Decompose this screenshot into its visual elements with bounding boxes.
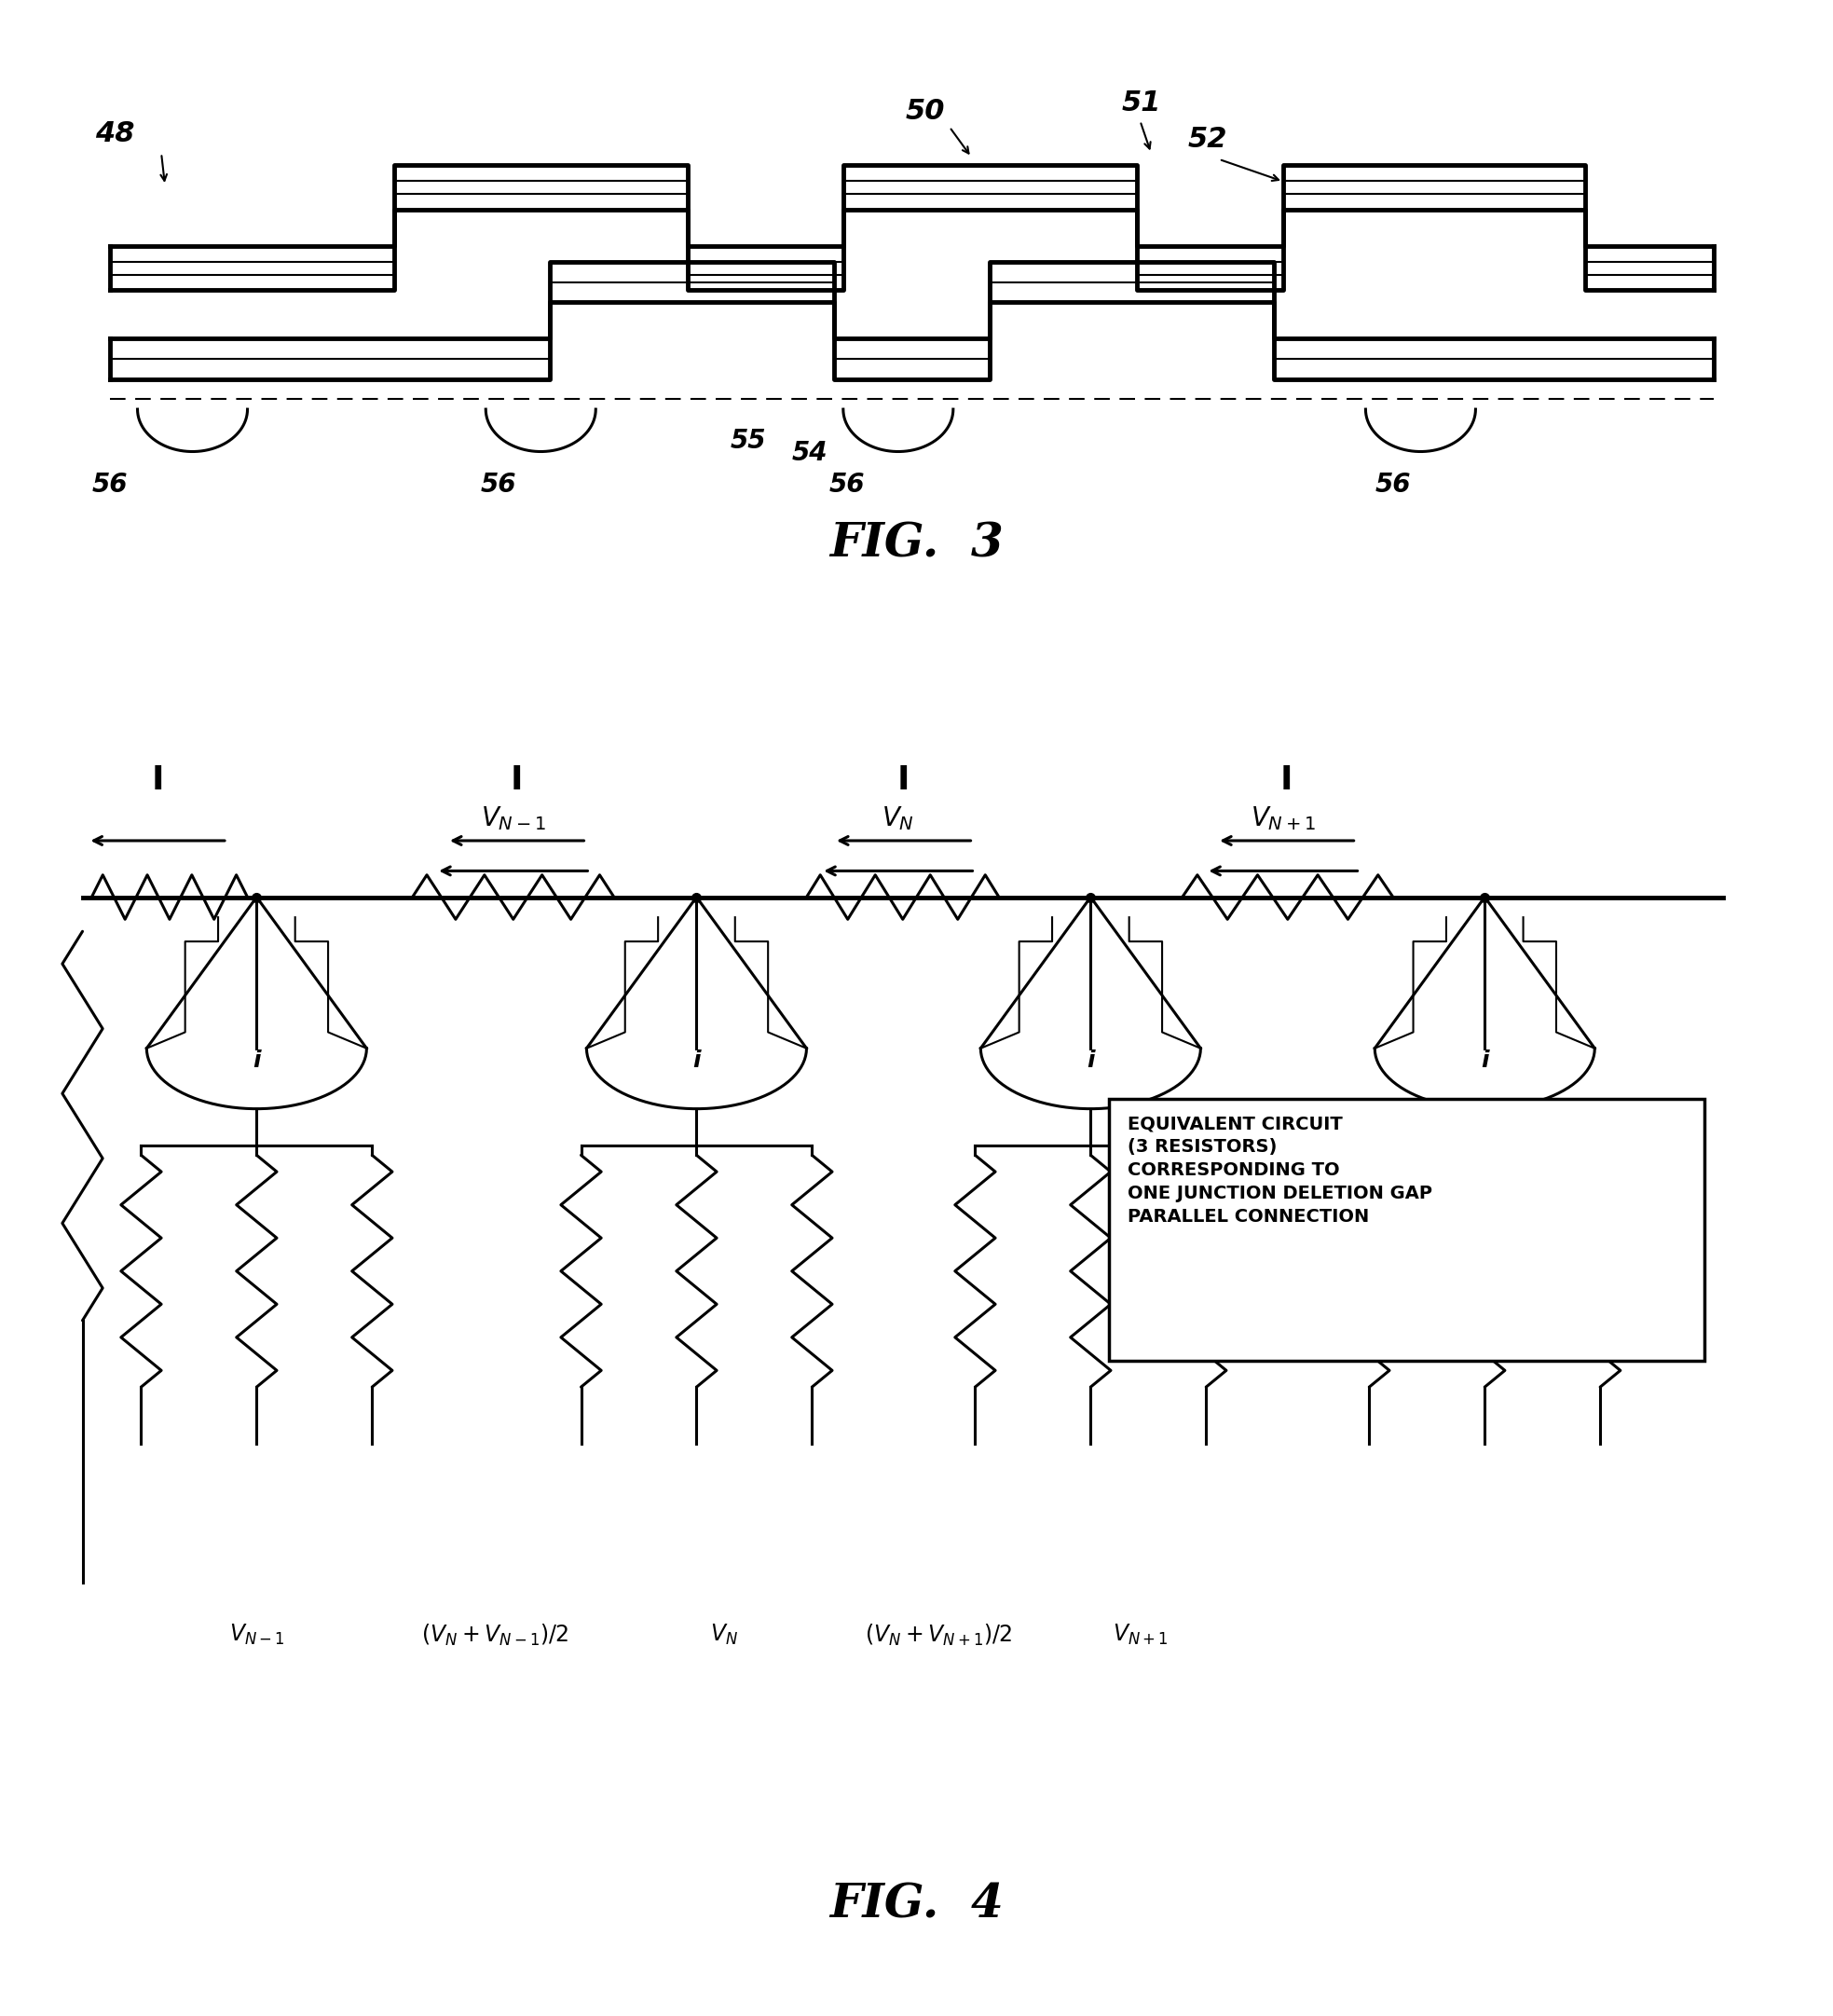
Text: 56: 56 <box>829 472 865 498</box>
Text: i: i <box>253 1048 260 1073</box>
Bar <box>1109 1099 1705 1361</box>
Text: I: I <box>898 764 909 796</box>
Text: $V_N$: $V_N$ <box>709 1623 739 1647</box>
Text: FIG.  4: FIG. 4 <box>830 1883 1003 1927</box>
Text: i: i <box>1087 1048 1094 1073</box>
Text: I: I <box>1281 764 1292 796</box>
Text: I: I <box>511 764 522 796</box>
Text: $V_{N-1}$: $V_{N-1}$ <box>480 804 546 833</box>
Text: 51: 51 <box>1122 91 1162 117</box>
Text: FIG.  3: FIG. 3 <box>830 522 1003 566</box>
Text: 55: 55 <box>730 427 766 454</box>
Text: $(V_N + V_{N+1})/2$: $(V_N + V_{N+1})/2$ <box>865 1623 1012 1649</box>
Text: 52: 52 <box>1188 127 1228 153</box>
Text: $V_{N-1}$: $V_{N-1}$ <box>229 1623 284 1647</box>
Text: $V_{N+1}$: $V_{N+1}$ <box>1113 1623 1168 1647</box>
Text: I: I <box>152 764 163 796</box>
Text: $V_{N+1}$: $V_{N+1}$ <box>1250 804 1316 833</box>
Text: 56: 56 <box>92 472 128 498</box>
Text: 48: 48 <box>95 121 136 147</box>
Text: $V_N$: $V_N$ <box>882 804 915 833</box>
Text: i: i <box>693 1048 700 1073</box>
Text: i: i <box>1481 1048 1488 1073</box>
Text: 56: 56 <box>1375 472 1411 498</box>
Text: 56: 56 <box>480 472 517 498</box>
Text: 54: 54 <box>792 439 829 466</box>
Text: 50: 50 <box>906 99 946 125</box>
Text: $(V_N + V_{N-1})/2$: $(V_N + V_{N-1})/2$ <box>422 1623 568 1649</box>
Text: EQUIVALENT CIRCUIT
(3 RESISTORS)
CORRESPONDING TO
ONE JUNCTION DELETION GAP
PARA: EQUIVALENT CIRCUIT (3 RESISTORS) CORRESP… <box>1127 1115 1432 1226</box>
